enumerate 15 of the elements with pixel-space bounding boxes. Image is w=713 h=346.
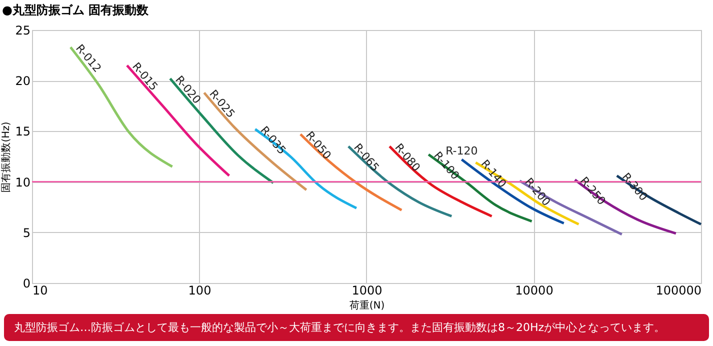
y-tick-label: 15 — [15, 124, 30, 139]
x-tick-label: 100000 — [656, 284, 702, 298]
y-tick-label: 0 — [22, 276, 30, 290]
y-tick-label: 25 — [15, 24, 30, 38]
x-axis-title: 荷重(N) — [349, 300, 385, 312]
text: 丸型防振ゴム…防振ゴムとして最も一般的な製品で小～大荷重までに向きます。また固有振動数は8～20Hzが中心となっています。 — [4, 314, 709, 341]
y-tick-label: 10 — [15, 175, 30, 190]
x-tick-label: 10 — [32, 284, 48, 298]
x-tick-label: 1000 — [352, 284, 382, 298]
chart-title: ●丸型防振ゴム 固有振動数 — [1, 2, 150, 18]
y-tick-label: 5 — [22, 226, 30, 240]
x-tick-label: 10000 — [515, 284, 554, 298]
y-axis-title: 固有振動数(Hz) — [0, 122, 12, 192]
y-tick-label: 20 — [15, 74, 30, 88]
x-tick-label: 100 — [188, 284, 212, 298]
